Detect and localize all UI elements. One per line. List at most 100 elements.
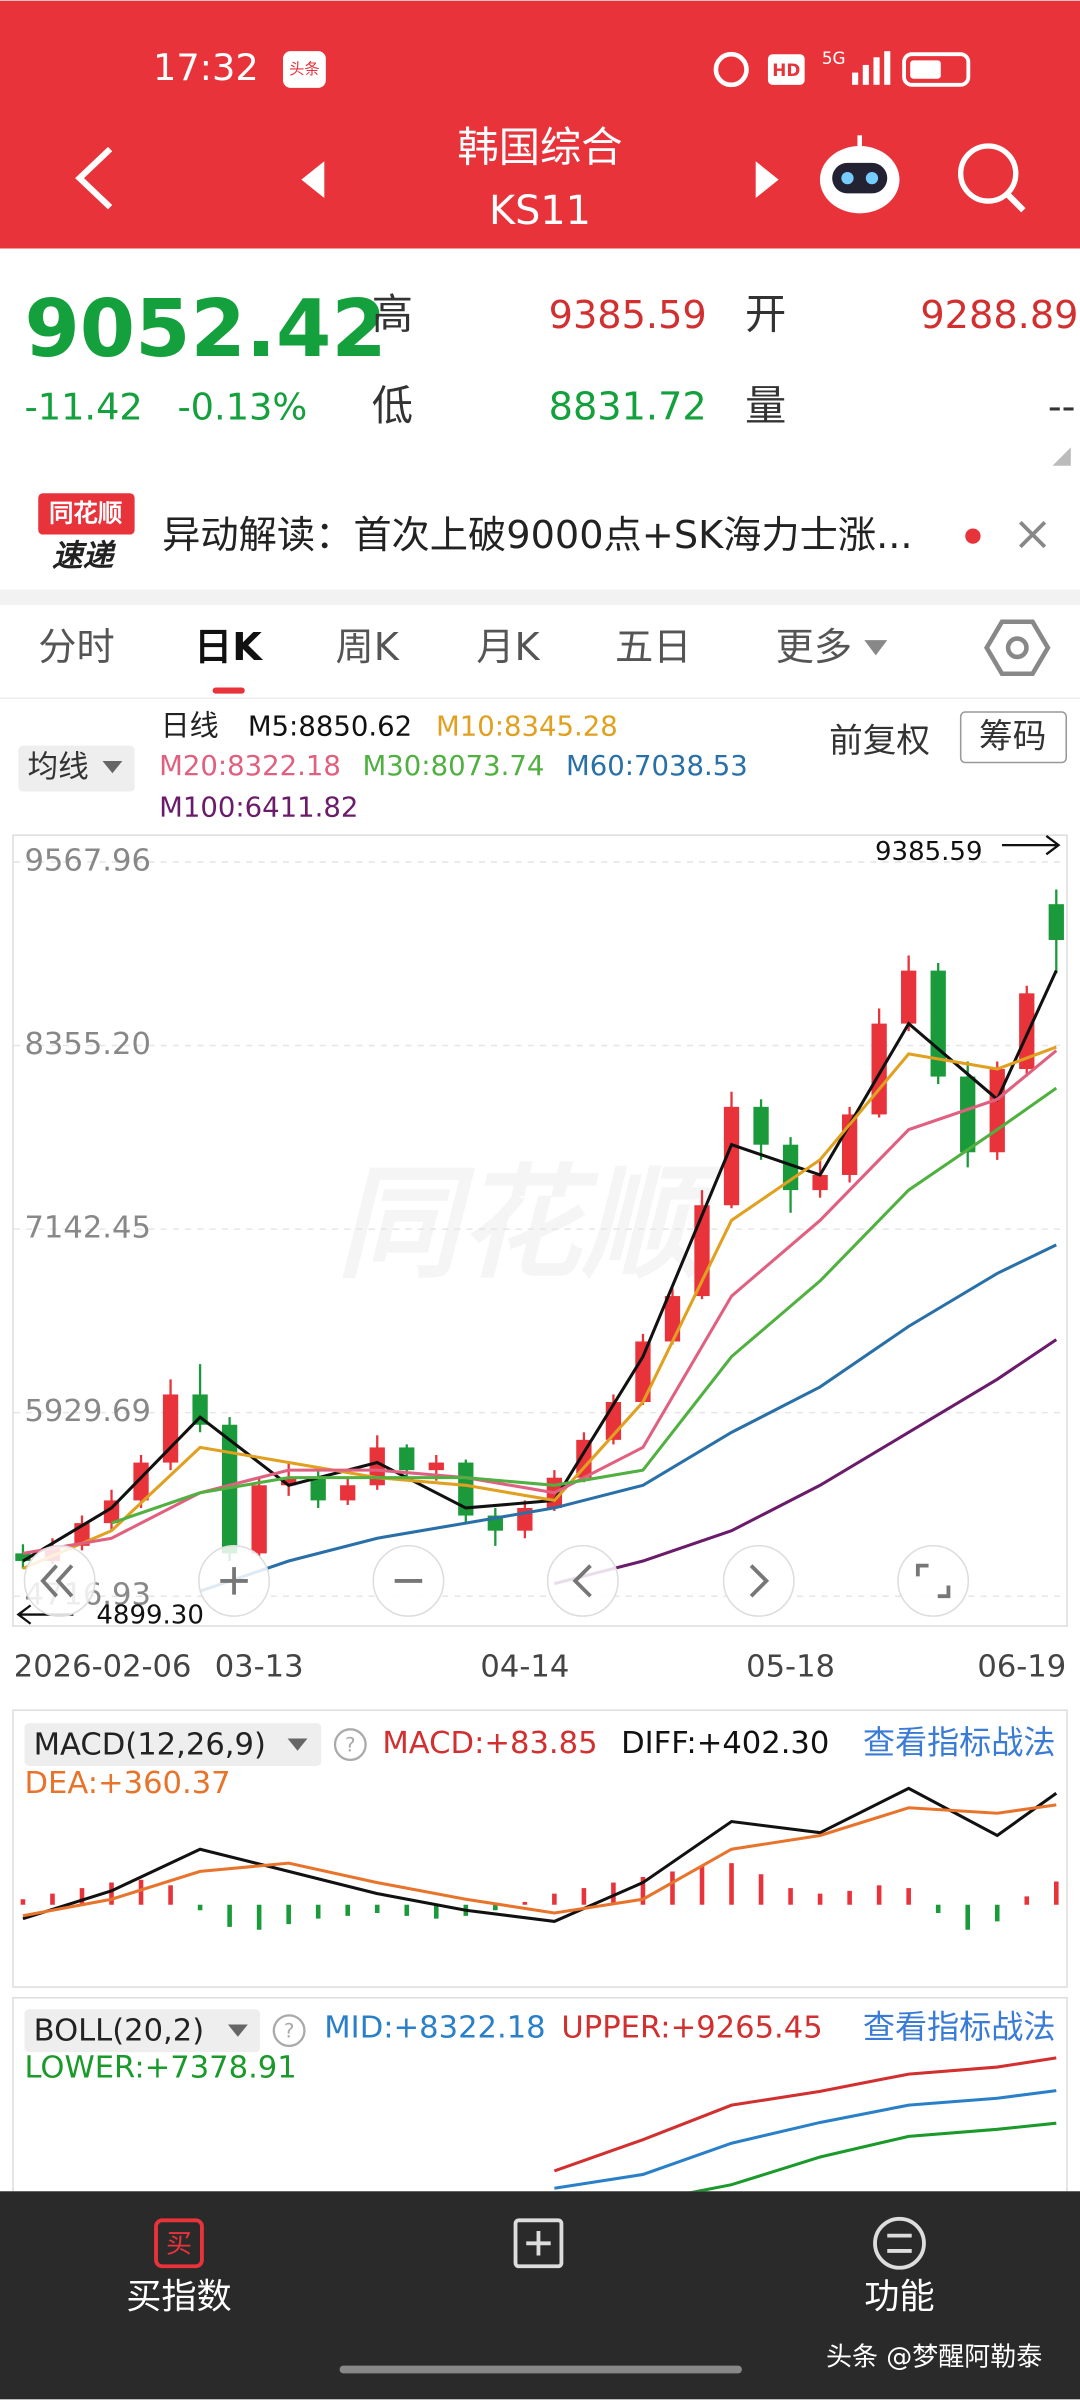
boll-title-bg[interactable]	[24, 2009, 261, 2053]
news-brand-top: 同花顺	[49, 499, 122, 528]
prev-button[interactable]	[301, 161, 325, 199]
boll-link[interactable]: 查看指标战法	[863, 2008, 1056, 2046]
boll-title[interactable]: BOLL(20,2)	[34, 2014, 205, 2049]
series-line	[199, 1243, 1057, 1593]
legend-entry: M60:7038.53	[566, 750, 748, 782]
x-tick-label: 04-14	[480, 1650, 569, 1685]
kline-chart: 9567.968355.207142.455929.694716.932026-…	[14, 835, 1066, 1685]
func-icon-lines	[887, 2233, 912, 2253]
candle-body	[664, 1296, 681, 1342]
macd-title[interactable]: MACD(12,26,9)	[34, 1728, 266, 1763]
max-arrow	[1001, 835, 1061, 856]
home-indicator	[339, 2365, 742, 2374]
buy-icon-box	[154, 2218, 204, 2269]
separator	[0, 589, 1080, 605]
buy-button[interactable]: 买指数	[126, 2276, 232, 2317]
legend-entry: M20:8322.18	[159, 750, 341, 782]
chart-control-icons	[40, 1563, 951, 1599]
news-unread-dot	[965, 528, 981, 544]
settings-button[interactable]	[984, 619, 1051, 677]
ma-toggle[interactable]: 均线	[28, 750, 89, 785]
low-label: 低	[372, 382, 413, 430]
alarm-icon	[713, 51, 749, 88]
open-label: 开	[745, 290, 786, 338]
series-line	[553, 2056, 1057, 2173]
tab[interactable]: 周K	[335, 626, 399, 670]
candle-body	[989, 1069, 1005, 1153]
candle-body	[15, 1553, 31, 1561]
candle-body	[812, 1174, 828, 1191]
battery-icon	[902, 52, 971, 87]
series-line	[22, 1803, 1057, 1918]
y-tick-label: 5929.69	[24, 1394, 150, 1429]
ma-toggle-bg[interactable]	[18, 745, 135, 792]
news-close[interactable]	[1018, 520, 1047, 549]
news-brand-bottom: 速递	[52, 539, 117, 574]
add-icon	[526, 2231, 551, 2256]
header-title: 韩国综合	[457, 124, 622, 172]
hd-box	[767, 54, 805, 85]
chips-button[interactable]: 筹码	[979, 717, 1046, 756]
high-label: 高	[372, 290, 413, 338]
scroll-left[interactable]	[546, 1544, 619, 1617]
assistant-button[interactable]	[819, 135, 900, 214]
macd-help-mark: ?	[345, 1734, 356, 1757]
tab[interactable]: 五日	[615, 626, 691, 670]
price-change: -11.42	[24, 386, 142, 429]
func-button[interactable]: 功能	[864, 2276, 934, 2317]
series-line	[689, 2121, 1057, 2192]
candle-body	[192, 1394, 208, 1425]
battery-level	[910, 60, 941, 79]
candle-body	[753, 1106, 769, 1145]
signal-icon	[852, 51, 891, 85]
news-logo-bg	[38, 493, 135, 535]
tab[interactable]: 日K	[194, 626, 263, 670]
scroll-right[interactable]	[722, 1544, 795, 1617]
search-button[interactable]	[958, 143, 1026, 213]
news-text[interactable]: 异动解读：首次上破9000点+SK海力士涨...	[162, 514, 912, 558]
back-button[interactable]	[75, 146, 113, 210]
tab[interactable]: 月K	[476, 626, 540, 670]
buy-icon: 买	[166, 2229, 192, 2259]
legend-entry: DIFF:+402.30	[621, 1726, 829, 1761]
boll-help[interactable]	[272, 2014, 306, 2048]
more-caret	[864, 640, 888, 656]
high-value: 9385.59	[549, 294, 707, 338]
max-label: 9385.59	[875, 837, 983, 867]
y-tick-label: 9567.96	[24, 843, 150, 878]
chips-button-bg[interactable]	[959, 711, 1067, 764]
add-button[interactable]	[513, 2218, 564, 2269]
candle-body	[871, 1023, 887, 1115]
price-change-pct: -0.13%	[177, 386, 307, 429]
legend-entry: MID:+8322.18	[324, 2011, 545, 2046]
adjust-button[interactable]: 前复权	[829, 721, 930, 760]
candle-body	[428, 1462, 444, 1471]
macd-link[interactable]: 查看指标战法	[863, 1724, 1056, 1762]
candle-body	[635, 1341, 651, 1403]
macd-help[interactable]	[333, 1728, 367, 1762]
legend-entry: M100:6411.82	[159, 791, 358, 823]
next-button[interactable]	[755, 161, 779, 199]
candle-body	[723, 1106, 740, 1206]
macd-title-bg[interactable]	[24, 1723, 322, 1767]
volume-label: 量	[745, 382, 786, 430]
series-line	[22, 1786, 1058, 1923]
header-bg	[0, 0, 1080, 249]
tab[interactable]: 更多	[776, 626, 852, 670]
candle-body	[310, 1477, 326, 1501]
tab[interactable]: 分时	[38, 626, 114, 670]
series-line	[111, 1086, 1058, 1525]
ma-line-label: 日线	[161, 708, 219, 742]
expand-corner[interactable]	[1052, 447, 1071, 466]
fullscreen[interactable]	[897, 1544, 970, 1617]
chart-watermark: 同花顺	[337, 1152, 726, 1295]
candle-body	[1048, 904, 1064, 940]
tab-indicator	[212, 687, 245, 694]
candle-body	[901, 970, 917, 1024]
func-icon	[873, 2216, 926, 2270]
header-code: KS11	[489, 188, 591, 234]
candle-body	[340, 1485, 356, 1501]
legend-entry: M5:8850.62	[248, 710, 412, 742]
status-badge: 头条	[289, 60, 320, 78]
